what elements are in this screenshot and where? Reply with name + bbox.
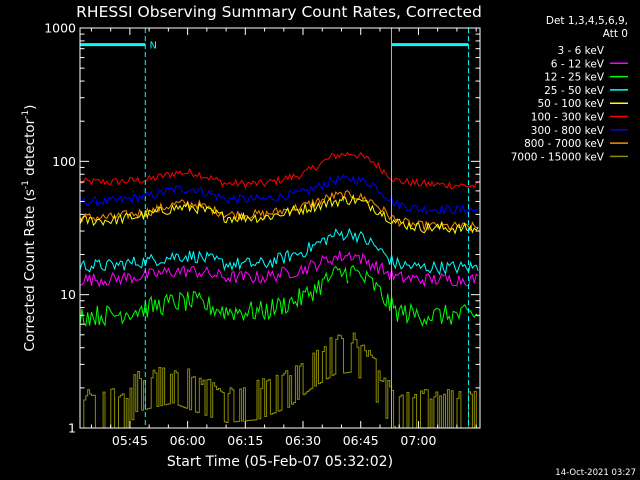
legend-label-1: 6 - 12 keV [551, 58, 605, 70]
y-axis-label-part2: detector [22, 118, 38, 180]
y-tick-label-2: 100 [52, 154, 76, 169]
y-tick-label-3: 1000 [44, 21, 76, 36]
series-0-line [80, 151, 479, 190]
legend-label-4: 50 - 100 keV [537, 98, 604, 110]
series-4 [80, 227, 479, 276]
series-7-line [80, 271, 479, 376]
y-axis-label-sup2: -1 [21, 110, 31, 119]
y-axis-label: Corrected Count Rate (s-1 detector-1) [21, 105, 38, 352]
legend-label-0: 3 - 6 keV [557, 45, 604, 57]
top-bar-label: N [150, 41, 157, 52]
series-layer [80, 151, 479, 428]
legend-label-2: 12 - 25 keV [544, 72, 605, 84]
series-1-line [80, 174, 479, 215]
legend-header-line1: Det 1,3,4,5,6,9, [546, 15, 628, 27]
series-7 [80, 271, 479, 376]
series-1 [80, 174, 479, 215]
y-axis-label-part1: Corrected Count Rate (s [22, 189, 38, 351]
series-8 [80, 332, 479, 428]
x-tick-label-4: 06:45 [343, 433, 379, 448]
y-tick-label-1: 10 [60, 287, 76, 302]
x-tick-label-5: 07:00 [400, 433, 436, 448]
series-5-line [80, 250, 479, 288]
series-4-line [80, 227, 479, 276]
series-3-line [80, 193, 479, 235]
series-3 [80, 193, 479, 235]
legend-label-5: 100 - 300 keV [531, 112, 605, 124]
x-tick-label-1: 06:00 [170, 433, 206, 448]
chart-title: RHESSI Observing Summary Count Rates, Co… [76, 3, 482, 21]
series-6 [80, 264, 479, 328]
series-0 [80, 151, 479, 190]
series-6-line [80, 264, 479, 328]
legend-label-6: 300 - 800 keV [531, 125, 605, 137]
legend-header-line2: Att 0 [603, 28, 628, 40]
x-axis-label: Start Time (05-Feb-07 05:32:02) [167, 454, 393, 470]
y-axis-label-sup1: -1 [21, 180, 31, 189]
legend-label-8: 7000 - 15000 keV [511, 151, 605, 163]
x-tick-label-0: 05:45 [112, 433, 148, 448]
markers-layer: N [80, 28, 469, 428]
plot-frame [79, 27, 481, 429]
legend-label-7: 800 - 7000 keV [524, 138, 605, 150]
x-tick-label-3: 06:30 [285, 433, 321, 448]
series-8-line [80, 332, 479, 428]
footer-timestamp: 14-Oct-2021 03:27 [555, 468, 636, 478]
x-tick-label-2: 06:15 [227, 433, 263, 448]
legend-label-3: 25 - 50 keV [544, 85, 605, 97]
axis-layer: 05:45 06:00 06:15 06:30 06:45 07:00 1 10 100 1000 [44, 21, 480, 448]
series-5 [80, 250, 479, 288]
y-axis-label-part3: ) [22, 105, 38, 110]
y-tick-label-0: 1 [68, 421, 76, 436]
